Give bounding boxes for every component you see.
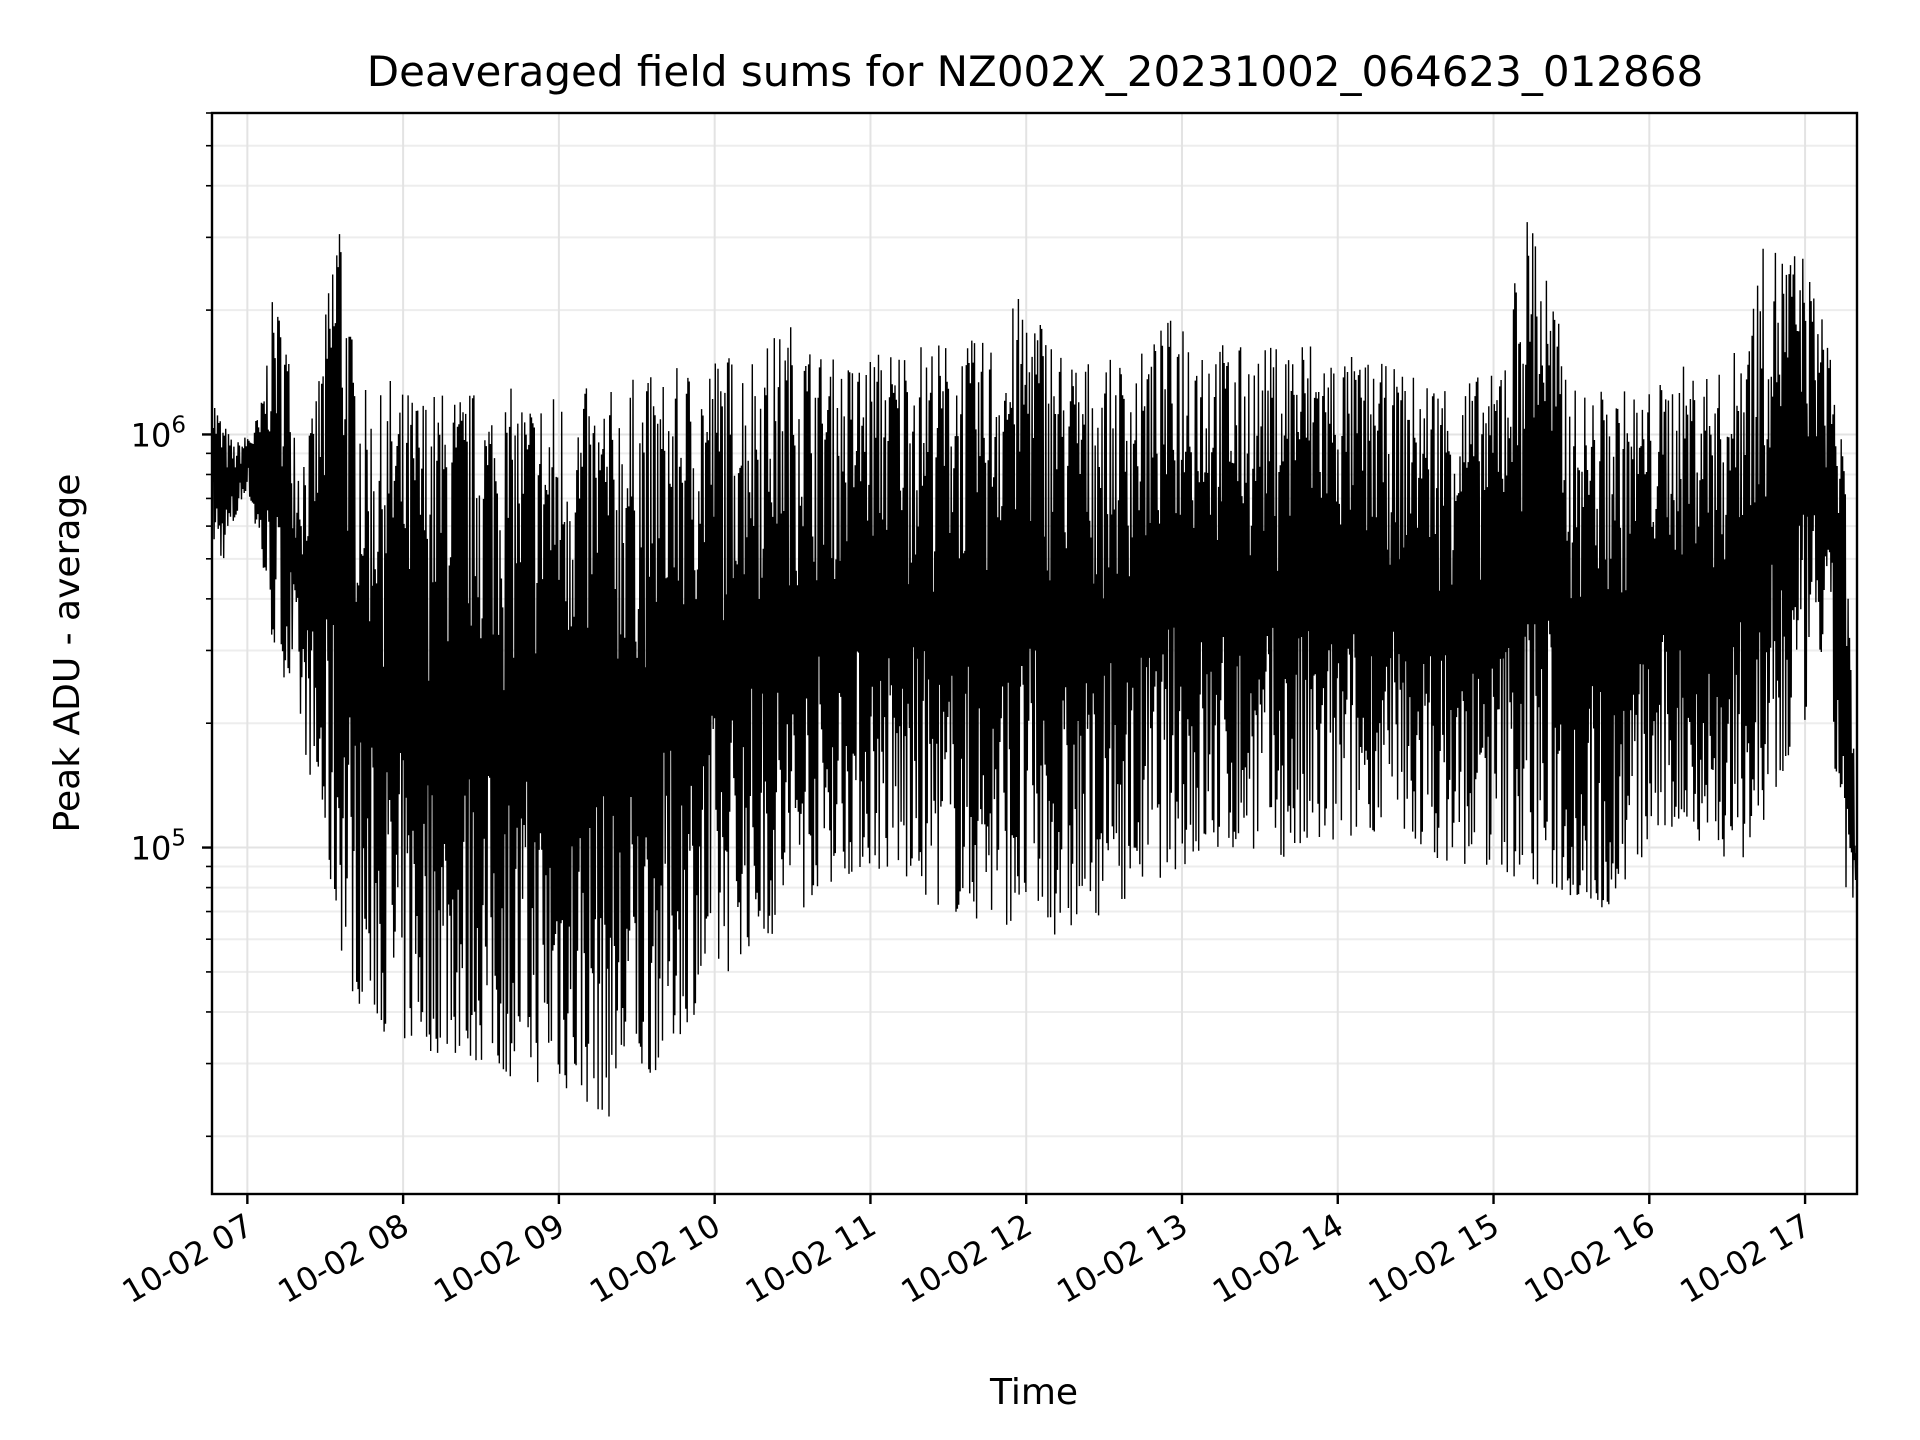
x-tick-label: 10-02 07 [116, 1206, 260, 1311]
x-tick-label: 10-02 16 [1518, 1206, 1662, 1311]
x-tick-label: 10-02 12 [895, 1206, 1039, 1311]
y-axis-label: Peak ADU - average [47, 474, 88, 833]
x-axis: 10-02 07 10-02 08 10-02 09 10-02 10 10-02 11… [116, 1194, 1817, 1311]
y-tick-label: 106 [131, 412, 186, 454]
chart-title: Deaveraged field sums for NZ002X_2023100… [367, 47, 1703, 96]
x-tick-label: 10-02 14 [1206, 1206, 1350, 1311]
x-tick-label: 10-02 13 [1050, 1206, 1194, 1311]
plot-frame [210, 111, 1859, 1196]
series-line [211, 222, 1858, 1117]
x-tick-label: 10-02 10 [583, 1206, 727, 1311]
x-axis-label: Time [989, 1372, 1078, 1413]
x-tick-label: 10-02 09 [427, 1206, 571, 1311]
x-tick-label: 10-02 08 [272, 1206, 416, 1311]
y-tick-label: 105 [131, 826, 186, 868]
x-tick-label: 10-02 17 [1673, 1206, 1817, 1311]
x-tick-label: 10-02 15 [1362, 1206, 1506, 1311]
x-tick-label: 10-02 11 [739, 1206, 883, 1311]
y-axis: 105 106 [131, 112, 212, 1138]
